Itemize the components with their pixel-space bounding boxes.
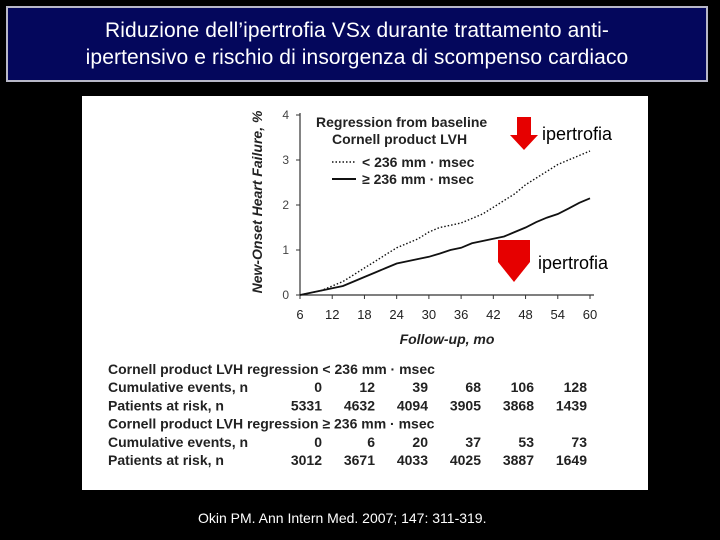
x-tick-label: 60	[583, 307, 597, 322]
table-cell: 4632	[344, 397, 375, 413]
slide-title-box: Riduzione dell’ipertrofia VSx durante tr…	[6, 6, 708, 82]
table-row-label: Patients at risk, n	[108, 452, 224, 468]
table-cell: 3671	[344, 452, 375, 468]
table-group-header: Cornell product LVH regression ≥ 236 mm …	[108, 416, 435, 432]
arrow-down-icon-upper	[510, 117, 538, 150]
x-tick-label: 18	[357, 307, 371, 322]
table-row-label: Patients at risk, n	[108, 397, 224, 413]
y-tick-label: 2	[282, 198, 289, 212]
x-tick-label: 48	[518, 307, 532, 322]
legend-entry: ≥ 236 mm · msec	[362, 171, 474, 187]
table-cell: 3905	[450, 397, 481, 413]
citation: Okin PM. Ann Intern Med. 2007; 147: 311-…	[198, 510, 487, 526]
table-cell: 0	[314, 434, 322, 450]
table-cell: 39	[412, 379, 428, 395]
table-cell: 20	[412, 434, 428, 450]
table-cell: 0	[314, 379, 322, 395]
x-tick-label: 12	[325, 307, 339, 322]
arrow-down-icon-lower	[498, 240, 530, 282]
table-cell: 68	[465, 379, 481, 395]
table-cell: 73	[571, 434, 587, 450]
table-row-label: Cumulative events, n	[108, 379, 248, 395]
x-tick-label: 6	[296, 307, 303, 322]
legend-title-line2: Cornell product LVH	[332, 131, 467, 147]
chart-axes	[299, 113, 594, 296]
table-cell: 6	[367, 434, 375, 450]
series-line-lt-236	[299, 150, 591, 296]
table-cell: 1439	[556, 397, 587, 413]
arrow-label-lower: ipertrofia	[536, 253, 611, 274]
legend-title-line1: Regression from baseline	[316, 114, 487, 130]
table-cell: 1649	[556, 452, 587, 468]
table-cell: 3012	[291, 452, 322, 468]
table-cell: 4025	[450, 452, 481, 468]
x-tick-label: 42	[486, 307, 500, 322]
legend-entry: < 236 mm · msec	[362, 154, 475, 170]
series-line-ge-236	[299, 197, 591, 296]
table-cell: 128	[564, 379, 588, 395]
table-cell: 4094	[397, 397, 428, 413]
slide-title: Riduzione dell’ipertrofia VSx durante tr…	[80, 17, 635, 71]
x-tick-label: 24	[389, 307, 403, 322]
table-cell: 12	[359, 379, 375, 395]
y-tick-label: 4	[282, 108, 289, 122]
y-tick-label: 3	[282, 153, 289, 167]
table-cell: 4033	[397, 452, 428, 468]
table-group-header: Cornell product LVH regression < 236 mm …	[108, 361, 435, 377]
x-tick-label: 30	[422, 307, 436, 322]
table-cell: 3887	[503, 452, 534, 468]
x-tick-label: 54	[551, 307, 565, 322]
figure-panel: 6 12 18 24 30 36 42 48 54 60 0 1 2 3 4 Regression from…	[82, 96, 648, 490]
chart-series	[299, 150, 591, 296]
y-axis-label: New-Onset Heart Failure, %	[249, 110, 265, 293]
table-cell: 3868	[503, 397, 534, 413]
table-cell: 5331	[291, 397, 322, 413]
risk-table: Cornell product LVH regression < 236 mm …	[108, 361, 587, 468]
table-cell: 37	[465, 434, 481, 450]
table-row-label: Cumulative events, n	[108, 434, 248, 450]
table-cell: 106	[511, 379, 535, 395]
arrow-label-upper: ipertrofia	[540, 124, 615, 145]
y-tick-label: 0	[282, 288, 289, 302]
x-tick-label: 36	[454, 307, 468, 322]
table-cell: 53	[518, 434, 534, 450]
x-axis-label: Follow-up, mo	[400, 331, 495, 347]
slide-title-line1: Riduzione dell’ipertrofia VSx durante tr…	[105, 19, 609, 42]
slide-title-line2: ipertensivo e rischio di insorgenza di s…	[85, 46, 629, 69]
y-tick-label: 1	[282, 243, 289, 257]
